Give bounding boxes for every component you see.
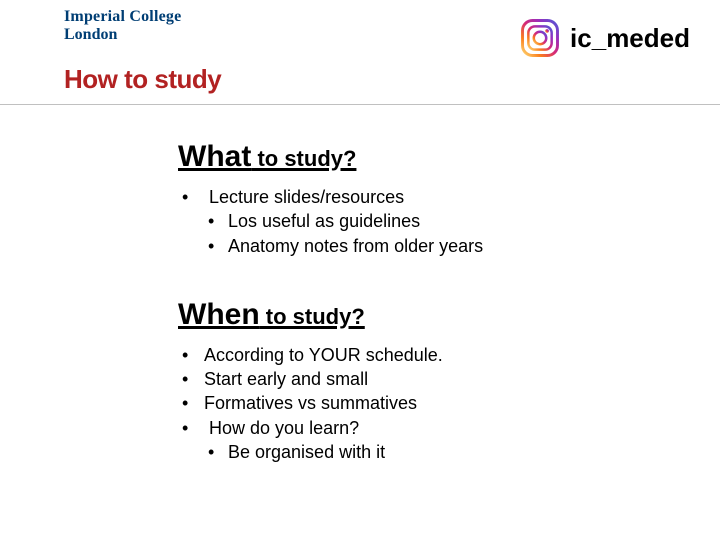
page-title: How to study [64, 64, 221, 95]
section-heading-what: What to study? [178, 140, 658, 173]
when-list: According to YOUR schedule. Start early … [178, 343, 658, 464]
instagram-link[interactable]: ic_meded [520, 18, 690, 58]
list-item-text: Los useful as guidelines [228, 211, 420, 231]
list-item: Formatives vs summatives [178, 391, 658, 415]
list-item: Start early and small [178, 367, 658, 391]
slide-header: Imperial College London How to study ic_… [0, 0, 720, 104]
what-sublist: Los useful as guidelines Anatomy notes f… [182, 209, 658, 258]
list-item-text: Lecture slides/resources [209, 187, 404, 207]
heading-big: When [178, 298, 260, 331]
what-list: Lecture slides/resources Los useful as g… [178, 185, 658, 258]
instagram-icon [520, 18, 560, 58]
list-item: Anatomy notes from older years [208, 234, 658, 258]
section-heading-when: When to study? [178, 298, 658, 331]
list-item: How do you learn? Be organised with it [178, 416, 658, 465]
list-item: According to YOUR schedule. [178, 343, 658, 367]
list-item: Los useful as guidelines [208, 209, 658, 233]
list-item-text: Start early and small [204, 369, 368, 389]
instagram-handle: ic_meded [570, 23, 690, 54]
list-item-text: Be organised with it [228, 442, 385, 462]
slide-content: What to study? Lecture slides/resources … [178, 140, 658, 464]
logo-line-2: London [64, 26, 181, 44]
list-item: Be organised with it [208, 440, 658, 464]
list-item-text: How do you learn? [209, 418, 359, 438]
header-divider [0, 104, 720, 105]
when-sublist: Be organised with it [182, 440, 658, 464]
heading-small: to study? [260, 304, 365, 329]
institution-logo: Imperial College London [64, 8, 181, 43]
list-item-text: Anatomy notes from older years [228, 236, 483, 256]
logo-line-1: Imperial College [64, 8, 181, 26]
list-item-text: According to YOUR schedule. [204, 345, 443, 365]
list-item: Lecture slides/resources Los useful as g… [178, 185, 658, 258]
heading-small: to study? [251, 146, 356, 171]
heading-big: What [178, 140, 251, 173]
list-item-text: Formatives vs summatives [204, 393, 417, 413]
